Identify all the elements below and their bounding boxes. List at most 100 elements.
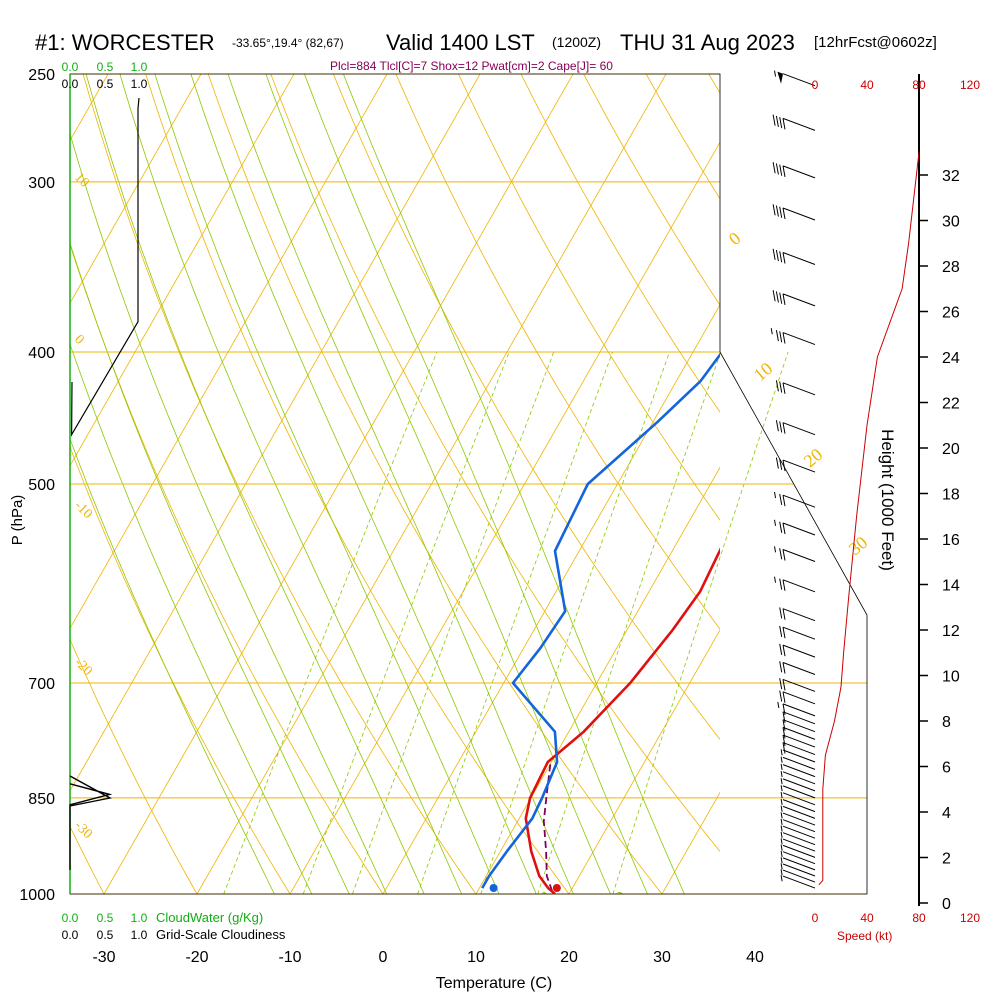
wind-barb-half	[780, 844, 783, 851]
wind-barb-staff	[782, 749, 816, 763]
wind-barb-staff	[782, 792, 816, 806]
wind-barb-half	[774, 546, 777, 553]
wind-barb-full	[775, 330, 779, 342]
wind-barb-half	[770, 328, 773, 335]
wind-barb	[780, 875, 816, 889]
wind-barb	[775, 380, 816, 396]
speed-bottom-tick: 80	[912, 911, 926, 925]
wind-barb-staff	[782, 678, 816, 692]
wind-barb	[772, 162, 816, 179]
moist-adiabat-lines	[70, 74, 685, 894]
wind-barb	[779, 678, 816, 692]
wind-barb-half	[780, 818, 783, 826]
wind-barb-full	[779, 548, 783, 560]
pressure-tick-label: 300	[28, 175, 55, 192]
wind-barb-full	[779, 643, 783, 655]
wind-barb-full	[779, 493, 783, 506]
wind-barb-full	[782, 165, 786, 177]
isotherm-label: 20	[800, 444, 827, 471]
wind-barb	[780, 850, 816, 865]
isotherm-line	[196, 74, 667, 894]
temperature-line	[524, 547, 720, 894]
wind-barb-half	[780, 756, 783, 763]
height-tick-label: 24	[942, 350, 960, 367]
wind-barb	[774, 546, 816, 562]
wind-barb	[780, 844, 816, 858]
wind-barb	[780, 778, 816, 792]
wind-barb-full	[782, 579, 786, 591]
wind-barb-staff	[782, 857, 816, 871]
wind-barb	[780, 749, 816, 763]
isotherm-line	[924, 50, 1000, 923]
mixing-ratio-line	[537, 351, 722, 894]
wind-barb-half	[774, 491, 777, 499]
dry-adiabat-lines	[70, 74, 720, 894]
wind-barb-full	[775, 163, 779, 175]
wind-barb	[780, 798, 816, 813]
wind-barb	[772, 290, 816, 307]
wind-barb-full	[775, 249, 779, 262]
wind-barb-staff	[782, 165, 816, 179]
height-tick-label: 12	[942, 623, 960, 640]
wind-barb-full	[782, 742, 786, 754]
wind-barb	[770, 328, 816, 346]
dewpoint-line	[481, 352, 720, 889]
height-tick-label: 8	[942, 714, 951, 731]
wind-barb-staff	[782, 819, 816, 833]
pressure-tick-label: 700	[28, 676, 55, 693]
isotherm-line	[70, 74, 388, 630]
cloudiness-profile-line	[70, 97, 140, 437]
cloudiness-label: Grid-Scale Cloudiness	[156, 927, 286, 942]
cloudwater-bottom-tick: 0.0	[62, 911, 79, 925]
moist-adiabat-line	[154, 74, 500, 894]
wind-barb	[780, 791, 816, 806]
pressure-tick-label: 850	[28, 791, 55, 808]
wind-barb-staff	[782, 252, 816, 265]
isotherm-label: 0	[725, 228, 745, 249]
cloud-panel: 0.0 0.0 0.0 0.0 0.5 0.5 0.5 0.5 1.0 1.0 1.0 1.0	[62, 60, 148, 942]
moist-adiabat-line	[265, 74, 611, 894]
wind-barb-flag	[777, 71, 783, 84]
wind-barb	[780, 763, 816, 778]
dry-adiabat-label: -20	[71, 655, 95, 679]
forecast-run: [12hrFcst@0602z]	[814, 34, 937, 51]
wind-barb-staff	[782, 778, 816, 792]
wind-barb	[779, 690, 816, 705]
cloudwater-label: CloudWater (g/Kg)	[156, 910, 263, 925]
speed-top-tick: 40	[860, 78, 874, 92]
mixing-ratio-label: 5	[415, 895, 431, 909]
wind-barb-staff	[782, 734, 816, 748]
pressure-axis-label: P (hPa)	[9, 495, 26, 546]
wind-barb	[780, 756, 816, 770]
wind-barb-full	[782, 691, 786, 703]
valid-time: Valid 1400 LST	[386, 30, 535, 55]
wind-barb	[780, 818, 816, 833]
wind-barb-full	[779, 690, 783, 702]
wind-barb-staff	[782, 764, 816, 778]
wind-barb-half	[774, 519, 777, 526]
wind-barb-staff	[782, 459, 816, 473]
isotherm-line	[475, 466, 720, 894]
wind-barb-full	[779, 117, 783, 129]
wind-barb-staff	[782, 799, 816, 813]
wind-barb-staff	[782, 691, 816, 705]
isotherm-label: 10	[750, 358, 777, 385]
isotherm-line	[289, 141, 720, 894]
height-tick-label: 30	[942, 214, 960, 231]
temperature-ticks: -30 -20 -10 0 10 20 30 40	[92, 949, 764, 966]
wind-barb	[772, 248, 816, 265]
dry-adiabat-label: -30	[71, 818, 95, 842]
wind-barb-full	[782, 522, 786, 535]
wind-barb-staff	[782, 726, 816, 740]
height-tick-label: 18	[942, 487, 960, 504]
wind-barb-half	[780, 869, 783, 876]
temperature-tick-label: -30	[92, 949, 115, 966]
wind-barb-full	[779, 381, 783, 393]
wind-barb	[782, 711, 816, 725]
wind-barb	[780, 838, 816, 852]
wind-barb-staff	[782, 579, 816, 593]
wind-barb-full	[782, 703, 786, 715]
wind-barb-staff	[782, 644, 816, 658]
height-tick-label: 28	[942, 259, 960, 276]
